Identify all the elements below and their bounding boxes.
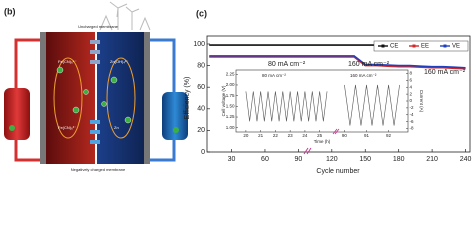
series-line: [209, 55, 466, 69]
x-tick-label: 60: [261, 156, 269, 163]
inset-y2-tick-label: 0: [410, 98, 413, 103]
legend-label: VE: [452, 44, 460, 50]
inset-area: [235, 69, 409, 133]
inset-y-tick-label: 1.00: [226, 125, 235, 130]
axis-break: [303, 147, 309, 155]
chart: (c) Cycle number Efficiency (%): [184, 8, 360, 174]
pipes: [14, 38, 176, 162]
species: Zn: [114, 125, 119, 130]
ion: [173, 127, 179, 133]
inset-y-tick-label: 2.00: [226, 82, 235, 87]
y-tick-label: 40: [197, 106, 205, 113]
legend-box: [373, 40, 469, 52]
ion-paths: [53, 57, 136, 139]
wind-turbines: [99, 1, 151, 31]
x-tick-label: 180: [393, 156, 405, 163]
inset-y-label: Cell voltage (V): [221, 85, 226, 116]
inset-y-tick-label: 1.75: [226, 93, 235, 98]
inset-y2-tick-label: -2: [410, 105, 414, 110]
y-tick-label: 0: [201, 149, 205, 156]
inset-x-tick-label: 23: [288, 133, 294, 138]
inset-x-tick-label: 91: [364, 133, 370, 138]
inset-y2-tick-label: -4: [410, 112, 414, 117]
inset-voltage-line: [344, 84, 400, 126]
membrane-label: Uncharged membrane: [78, 24, 119, 29]
y-tick-label: 100: [193, 41, 205, 48]
positive-half-cell: [45, 32, 95, 164]
inset-x-tick-label: 21: [258, 133, 264, 138]
annotation: 80 mA cm⁻²: [268, 61, 306, 68]
x-tick-label: 30: [228, 156, 236, 163]
x-tick-label: 90: [294, 156, 302, 163]
axis-break: [334, 128, 340, 135]
legend-label: CE: [390, 44, 398, 50]
inset-series-label: 160 mA cm⁻²: [350, 73, 377, 78]
y-axis-label: Efficiency (%): [184, 77, 191, 120]
x-tick-label: 240: [460, 156, 472, 163]
axis-break: [332, 128, 338, 135]
species: Fe(CN)₆⁴⁻: [58, 59, 77, 64]
electrode: [40, 32, 46, 164]
legend-marker: [381, 44, 385, 48]
inset-y2-tick-label: -8: [410, 126, 414, 131]
legend-marker: [412, 44, 416, 48]
series-line: [209, 56, 466, 70]
legend-marker: [443, 44, 447, 48]
inset-x-tick-label: 20: [243, 133, 249, 138]
positive-tank: [4, 88, 30, 140]
schematic: (b) Fe(CN)₆⁴⁻ Fe(CN)₆³⁻ Zn: [4, 1, 188, 172]
inset-y-tick-label: 1.50: [226, 104, 235, 109]
inset-y2-tick-label: 4: [410, 84, 413, 89]
legend-label: EE: [421, 44, 429, 50]
annotation: 160 mA cm⁻²: [424, 69, 466, 76]
inset-y2-tick-label: 2: [410, 91, 413, 96]
page: { "schematic": { "label": "(b)", "top_me…: [4, 1, 472, 175]
panel-label: (c): [196, 8, 207, 18]
x-tick-label: 210: [426, 156, 438, 163]
inset-voltage-line: [245, 91, 328, 122]
x-tick-label: 150: [359, 156, 371, 163]
y-tick-label: 80: [197, 62, 205, 69]
species: Zn(OH)₄²⁻: [110, 59, 128, 64]
ions: [56, 66, 132, 124]
inset-y-tick-label: 2.25: [226, 71, 235, 76]
inset-x-tick-label: 24: [302, 133, 308, 138]
axis-break: [306, 147, 312, 155]
negative-half-cell: [97, 32, 145, 164]
inset-x-tick-label: 90: [342, 133, 348, 138]
plot-area: [206, 35, 471, 153]
inset-x-tick-label: 92: [386, 133, 392, 138]
electrode: [144, 32, 150, 164]
inset-x-tick-label: 22: [273, 133, 279, 138]
inset-x-label: Time (h): [314, 139, 331, 144]
ion: [9, 125, 15, 131]
inset-x-tick-label: 25: [317, 133, 323, 138]
inset-y2-tick-label: -6: [410, 119, 414, 124]
y-tick-label: 20: [197, 127, 205, 134]
membrane-label: Negatively charged membrane: [71, 167, 126, 172]
membrane: [90, 40, 100, 144]
annotation: 160 mA cm⁻²: [348, 61, 390, 68]
figure: (b) Fe(CN)₆⁴⁻ Fe(CN)₆³⁻ Zn: [4, 1, 472, 175]
x-axis-label: Cycle number: [316, 168, 360, 175]
negative-tank: [162, 92, 188, 140]
panel-label: (b): [4, 6, 16, 16]
species: Fe(CN)₆³⁻: [58, 125, 76, 130]
inset-series-label: 80 mA cm⁻²: [262, 73, 286, 78]
x-tick-label: 120: [326, 156, 338, 163]
inset-y-tick-label: 1.25: [226, 114, 235, 119]
inset-y2-tick-label: 6: [410, 78, 413, 83]
y-tick-label: 60: [197, 84, 205, 91]
inset-y2-tick-label: 8: [410, 71, 413, 76]
inset-y2-label: Current (A): [419, 90, 424, 113]
